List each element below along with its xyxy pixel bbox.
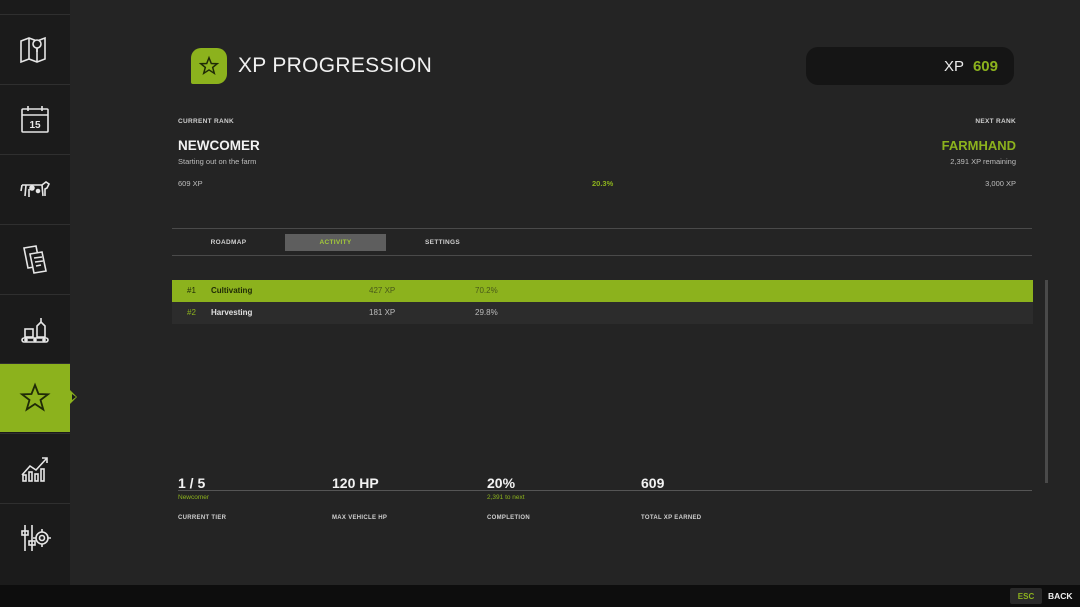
stat-label-total-xp: TOTAL XP EARNED [641, 515, 702, 521]
esc-key-hint[interactable]: ESC [1010, 588, 1042, 604]
next-rank-remaining: 2,391 XP remaining [950, 157, 1016, 166]
stat-value-max-vehicle-hp: 120 HP [332, 475, 379, 491]
table-row[interactable]: #2 Harvesting 181 XP 29.8% [172, 302, 1033, 324]
footer-bar [0, 585, 1080, 607]
tab-roadmap[interactable]: ROADMAP [210, 239, 247, 246]
star-icon[interactable] [0, 363, 70, 432]
row-percent: 70.2% [475, 286, 498, 295]
current-rank-description: Starting out on the farm [178, 157, 257, 166]
current-rank-name: NEWCOMER [178, 138, 260, 153]
xp-total-pill: XP 609 [806, 47, 1014, 85]
stat-sub-current-tier: Newcomer [178, 494, 210, 501]
row-xp: 181 XP [369, 308, 396, 317]
tabs-divider-bottom [172, 255, 1032, 256]
row-name: Harvesting [211, 308, 253, 317]
row-name: Cultivating [211, 286, 253, 295]
stat-label-completion: COMPLETION [487, 515, 530, 521]
progress-percent: 20.3% [592, 179, 614, 188]
page-title: XP PROGRESSION [238, 54, 433, 77]
statistics-icon[interactable] [0, 433, 70, 501]
xp-pill-value: 609 [972, 58, 998, 75]
stat-value-total-xp: 609 [641, 475, 665, 491]
row-rank: #1 [187, 286, 196, 295]
tab-activity[interactable]: ACTIVITY [285, 234, 386, 251]
next-rank-label: NEXT RANK [975, 118, 1016, 125]
current-rank-label: CURRENT RANK [178, 118, 234, 125]
xp-end-label: 3,000 XP [985, 179, 1016, 188]
row-xp: 427 XP [369, 286, 396, 295]
svg-text:15: 15 [29, 120, 41, 131]
calendar-icon[interactable]: 15 [0, 84, 70, 152]
table-row[interactable]: #1 Cultivating 427 XP 70.2% [172, 280, 1033, 302]
back-button[interactable]: BACK [1048, 591, 1073, 601]
row-rank: #2 [187, 308, 196, 317]
xp-logo-badge [191, 48, 227, 84]
stat-value-completion: 20% [487, 475, 516, 491]
stats-divider [178, 490, 1032, 491]
stat-value-current-tier: 1 / 5 [178, 475, 206, 491]
production-icon[interactable] [0, 294, 70, 362]
livestock-icon[interactable] [0, 154, 70, 222]
next-rank-name: FARMHAND [941, 138, 1016, 153]
xp-start-label: 609 XP [178, 179, 203, 188]
stat-label-current-tier: CURRENT TIER [178, 515, 227, 521]
stat-sub-completion: 2,391 to next [487, 494, 525, 501]
tab-settings[interactable]: SETTINGS [425, 239, 460, 246]
row-percent: 29.8% [475, 308, 498, 317]
tabs-divider-top [172, 228, 1032, 229]
map-icon[interactable] [0, 14, 70, 82]
badge-star-icon [198, 55, 220, 75]
stat-label-max-vehicle-hp: MAX VEHICLE HP [332, 515, 388, 521]
scrollbar[interactable] [1045, 280, 1048, 483]
active-indicator-inner [72, 394, 76, 400]
sidebar: 15 [0, 0, 70, 585]
settings-icon[interactable] [0, 503, 70, 571]
xp-pill-label: XP [943, 58, 964, 75]
contracts-icon[interactable] [0, 224, 70, 292]
